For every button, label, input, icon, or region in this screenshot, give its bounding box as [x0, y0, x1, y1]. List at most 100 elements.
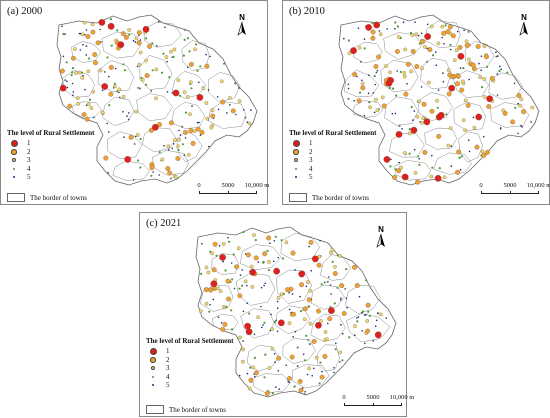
- town-border: [388, 133, 425, 158]
- settlement-point-level-1: [434, 174, 442, 182]
- legend-item-4: 4: [146, 373, 233, 382]
- legend-item-1: 1: [289, 139, 376, 148]
- settlement-point-level-5: [119, 96, 121, 99]
- settlement-point-level-3: [421, 116, 425, 121]
- settlement-point-level-4: [139, 137, 142, 141]
- border-swatch: [289, 193, 307, 202]
- settlement-point-level-3: [135, 133, 140, 137]
- settlement-point-level-4: [116, 29, 119, 32]
- settlement-point-level-3: [461, 118, 466, 123]
- map-panel-2010: (b) 2010 N The level of Rural Settlement…: [282, 0, 550, 205]
- settlement-point-level-5: [191, 105, 193, 107]
- settlement-point-level-3: [323, 330, 328, 334]
- settlement-point-level-3: [414, 32, 419, 37]
- settlement-point-level-1: [383, 156, 391, 163]
- settlement-point-level-5: [257, 261, 260, 263]
- settlement-point-level-5: [364, 314, 366, 317]
- settlement-point-level-4: [172, 55, 175, 58]
- town-border: [464, 41, 495, 70]
- settlement-point-level-3: [413, 171, 418, 175]
- town-border: [251, 373, 291, 394]
- settlement-point-level-4: [347, 97, 350, 100]
- settlement-point-level-2: [67, 103, 73, 109]
- settlement-point-level-3: [284, 240, 289, 245]
- settlement-point-level-5: [62, 55, 65, 58]
- settlement-point-level-5: [442, 81, 445, 83]
- settlement-point-level-5: [530, 121, 532, 123]
- settlement-point-level-5: [288, 291, 290, 294]
- settlement-point-level-3: [134, 109, 139, 114]
- settlement-point-level-3: [333, 265, 337, 269]
- settlement-point-level-5: [319, 239, 321, 242]
- settlement-point-level-4: [248, 312, 251, 315]
- legend-label: 3: [309, 156, 313, 165]
- settlement-point-level-5: [456, 30, 459, 33]
- settlement-point-level-4: [70, 73, 73, 77]
- settlement-point-level-2: [360, 85, 366, 91]
- settlement-point-level-5: [99, 28, 101, 31]
- settlement-point-level-5: [307, 339, 309, 341]
- settlement-point-level-5: [374, 325, 377, 327]
- settlement-point-level-5: [329, 284, 332, 286]
- settlement-point-level-3: [440, 24, 445, 29]
- settlement-point-level-2: [157, 122, 162, 127]
- settlement-point-level-5: [358, 295, 361, 298]
- settlement-point-level-5: [136, 65, 139, 68]
- settlement-point-level-3: [519, 97, 524, 102]
- settlement-point-level-4: [266, 249, 269, 252]
- border-legend-label: The border of towns: [30, 193, 87, 202]
- settlement-point-level-2: [450, 33, 456, 39]
- town-border: [345, 313, 391, 343]
- settlement-point-level-2: [516, 93, 522, 98]
- settlement-point-level-5: [333, 367, 335, 369]
- settlement-point-level-3: [127, 28, 131, 32]
- settlement-point-level-5: [357, 316, 360, 318]
- settlement-point-level-5: [152, 171, 154, 173]
- settlement-point-level-3: [237, 99, 242, 103]
- settlement-point-level-1: [315, 321, 322, 329]
- settlement-point-level-3: [368, 105, 372, 110]
- settlement-point-level-5: [294, 330, 297, 333]
- settlement-point-level-4: [506, 71, 509, 74]
- settlement-point-level-5: [66, 86, 69, 89]
- settlement-point-level-5: [273, 240, 276, 242]
- settlement-point-level-2: [392, 175, 398, 180]
- settlement-point-level-2: [195, 126, 201, 132]
- settlement-point-level-5: [276, 330, 279, 333]
- settlement-point-level-2: [266, 235, 272, 241]
- settlement-point-level-4: [481, 86, 484, 89]
- settlement-point-level-5: [239, 274, 242, 276]
- settlement-point-level-1: [101, 83, 109, 90]
- settlement-point-level-3: [154, 96, 158, 101]
- settlement-point-level-5: [426, 47, 428, 50]
- settlement-point-level-5: [108, 131, 110, 133]
- settlement-point-level-5: [262, 324, 264, 326]
- settlement-point-level-4: [319, 361, 322, 364]
- settlement-point-level-1: [98, 19, 106, 26]
- settlement-point-level-4: [336, 286, 339, 289]
- legend-label: 4: [27, 164, 31, 173]
- settlement-point-level-5: [172, 143, 175, 145]
- legend-marker: [294, 167, 298, 170]
- settlement-point-level-2: [441, 30, 447, 36]
- settlement-point-level-1: [328, 307, 335, 314]
- settlement-point-level-2: [298, 387, 304, 393]
- settlement-point-level-2: [59, 68, 65, 74]
- settlement-point-level-5: [365, 313, 367, 316]
- settlement-point-level-4: [356, 320, 359, 323]
- settlement-point-level-3: [423, 45, 427, 49]
- settlement-point-level-5: [196, 121, 199, 124]
- settlement-point-level-3: [251, 365, 256, 370]
- settlement-point-level-5: [347, 87, 350, 90]
- settlement-point-level-3: [436, 41, 441, 46]
- settlement-point-level-2: [302, 306, 308, 312]
- settlement-point-level-5: [272, 260, 275, 263]
- settlement-point-level-4: [71, 71, 74, 74]
- settlement-point-level-3: [90, 22, 95, 27]
- settlement-point-level-3: [429, 24, 434, 29]
- settlement-point-level-3: [530, 105, 535, 110]
- settlement-point-level-1: [475, 113, 483, 121]
- settlement-point-level-4: [274, 235, 277, 238]
- town-border: [208, 101, 247, 129]
- settlement-point-level-5: [390, 158, 392, 161]
